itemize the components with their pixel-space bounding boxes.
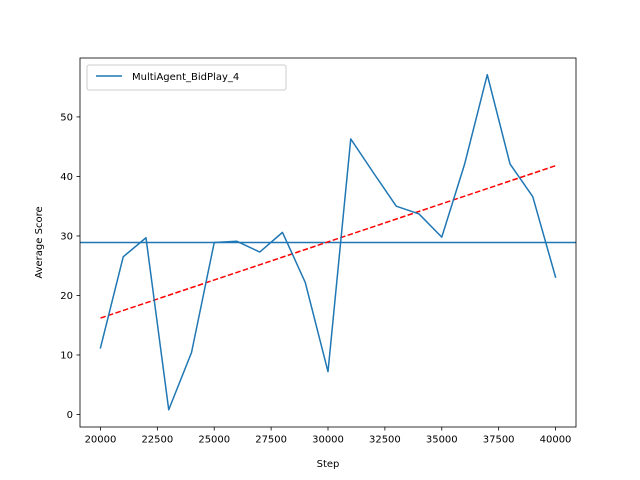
legend-box xyxy=(86,64,287,91)
y-tick-label: 20 xyxy=(60,291,73,302)
x-tick-label: 22500 xyxy=(141,435,173,446)
series-line xyxy=(99,73,557,411)
y-tick-label: 10 xyxy=(60,351,73,362)
y-tick-label: 40 xyxy=(60,172,73,183)
x-tick-label: 37500 xyxy=(483,435,515,446)
x-tick-label: 25000 xyxy=(198,435,230,446)
x-tick-label: 35000 xyxy=(426,435,458,446)
y-tick-label: 0 xyxy=(67,410,73,421)
x-tick-label: 27500 xyxy=(255,435,287,446)
y-tick-label: 50 xyxy=(60,113,73,124)
y-tick-label: 30 xyxy=(60,232,73,243)
x-tick-label: 30000 xyxy=(312,435,344,446)
legend-label: MultiAgent_BidPlay_4 xyxy=(132,72,239,83)
x-tick-label: 40000 xyxy=(540,435,572,446)
x-tick-label: 20000 xyxy=(85,435,117,446)
x-tick-label: 32500 xyxy=(369,435,401,446)
axes-layer: 20000 22500 25000 27500 30000 32500 35000 37500… xyxy=(60,57,577,446)
y-axis-label: Average Score xyxy=(34,206,45,278)
trend-line xyxy=(100,165,556,319)
plot-layer xyxy=(80,73,576,411)
legend: MultiAgent_BidPlay_4 xyxy=(86,64,287,91)
x-axis-label: Step xyxy=(317,459,340,470)
